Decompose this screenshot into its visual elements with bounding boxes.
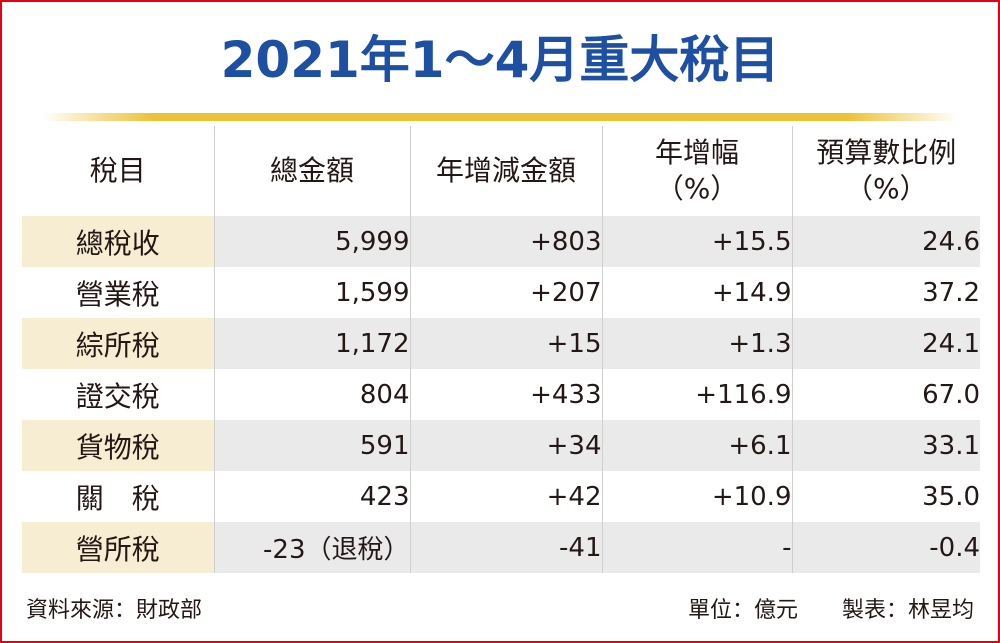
header-tax-item: 稅目 [89, 154, 146, 187]
row-growth: +15.5 [601, 216, 792, 267]
row-change: +42 [409, 471, 602, 522]
row-total: 591 [213, 420, 410, 471]
row-growth: +6.1 [601, 420, 792, 471]
header-budget-ratio: 預算數比例 （%） [791, 126, 980, 216]
row-budget: 24.6 [791, 216, 980, 267]
row-name: 營業稅 [75, 277, 160, 311]
row-name: 總稅收 [22, 216, 214, 267]
row-budget: 35.0 [791, 471, 980, 522]
row-name: 綜所稅 [22, 318, 214, 369]
row-growth: - [601, 522, 792, 573]
row-total: 423 [213, 471, 410, 522]
row-change: +433 [409, 369, 602, 420]
row-change: +34 [409, 420, 602, 471]
data-source: 資料來源：財政部 [26, 598, 203, 623]
table-row: 貨物稅 591 +34 +6.1 33.1 [22, 420, 980, 471]
maker-label: 製表：林昱均 [841, 598, 974, 623]
header-change: 年增減金額 [409, 126, 602, 216]
row-total: 804 [213, 369, 410, 420]
row-name: 營所稅 [22, 522, 214, 573]
row-name: 證交稅 [75, 379, 160, 413]
row-name: 貨物稅 [22, 420, 214, 471]
row-change: -41 [409, 522, 602, 573]
header-total: 總金額 [213, 126, 410, 216]
row-change: +803 [409, 216, 602, 267]
table-header-row: 稅目 總金額 年增減金額 年增幅 （%） 預算數比例 （%） [22, 126, 980, 216]
row-change: +207 [409, 267, 602, 318]
header-growth: 年增幅 （%） [601, 126, 792, 216]
table-row: 營業稅 1,599 +207 +14.9 37.2 [22, 267, 980, 318]
page-title: 2021年1～4月重大稅目 [220, 31, 780, 89]
table-row: 營所稅 -23（退稅） -41 - -0.4 [22, 522, 980, 573]
unit-label: 單位：億元 [687, 598, 798, 623]
table-row: 綜所稅 1,172 +15 +1.3 24.1 [22, 318, 980, 369]
row-total: -23（退稅） [213, 522, 410, 573]
row-budget: 33.1 [791, 420, 980, 471]
row-growth: +10.9 [601, 471, 792, 522]
table-row: 證交稅 804 +433 +116.9 67.0 [22, 369, 980, 420]
row-total: 1,172 [213, 318, 410, 369]
unit-and-maker: 單位：億元 製表：林昱均 [688, 592, 974, 624]
row-budget: 67.0 [791, 369, 980, 420]
row-growth: +116.9 [601, 369, 792, 420]
tax-table: 稅目 總金額 年增減金額 年增幅 （%） 預算數比例 （%） 總稅收 5,999 +… [22, 126, 980, 573]
row-total: 5,999 [213, 216, 410, 267]
row-total: 1,599 [213, 267, 410, 318]
row-growth: +14.9 [601, 267, 792, 318]
row-budget: 37.2 [791, 267, 980, 318]
table-row: 總稅收 5,999 +803 +15.5 24.6 [22, 216, 980, 267]
row-budget: 24.1 [791, 318, 980, 369]
row-name: 關 稅 [75, 481, 160, 515]
title-underline [42, 113, 958, 121]
row-change: +15 [409, 318, 602, 369]
table-row: 關 稅 423 +42 +10.9 35.0 [22, 471, 980, 522]
row-growth: +1.3 [601, 318, 792, 369]
row-budget: -0.4 [791, 522, 980, 573]
